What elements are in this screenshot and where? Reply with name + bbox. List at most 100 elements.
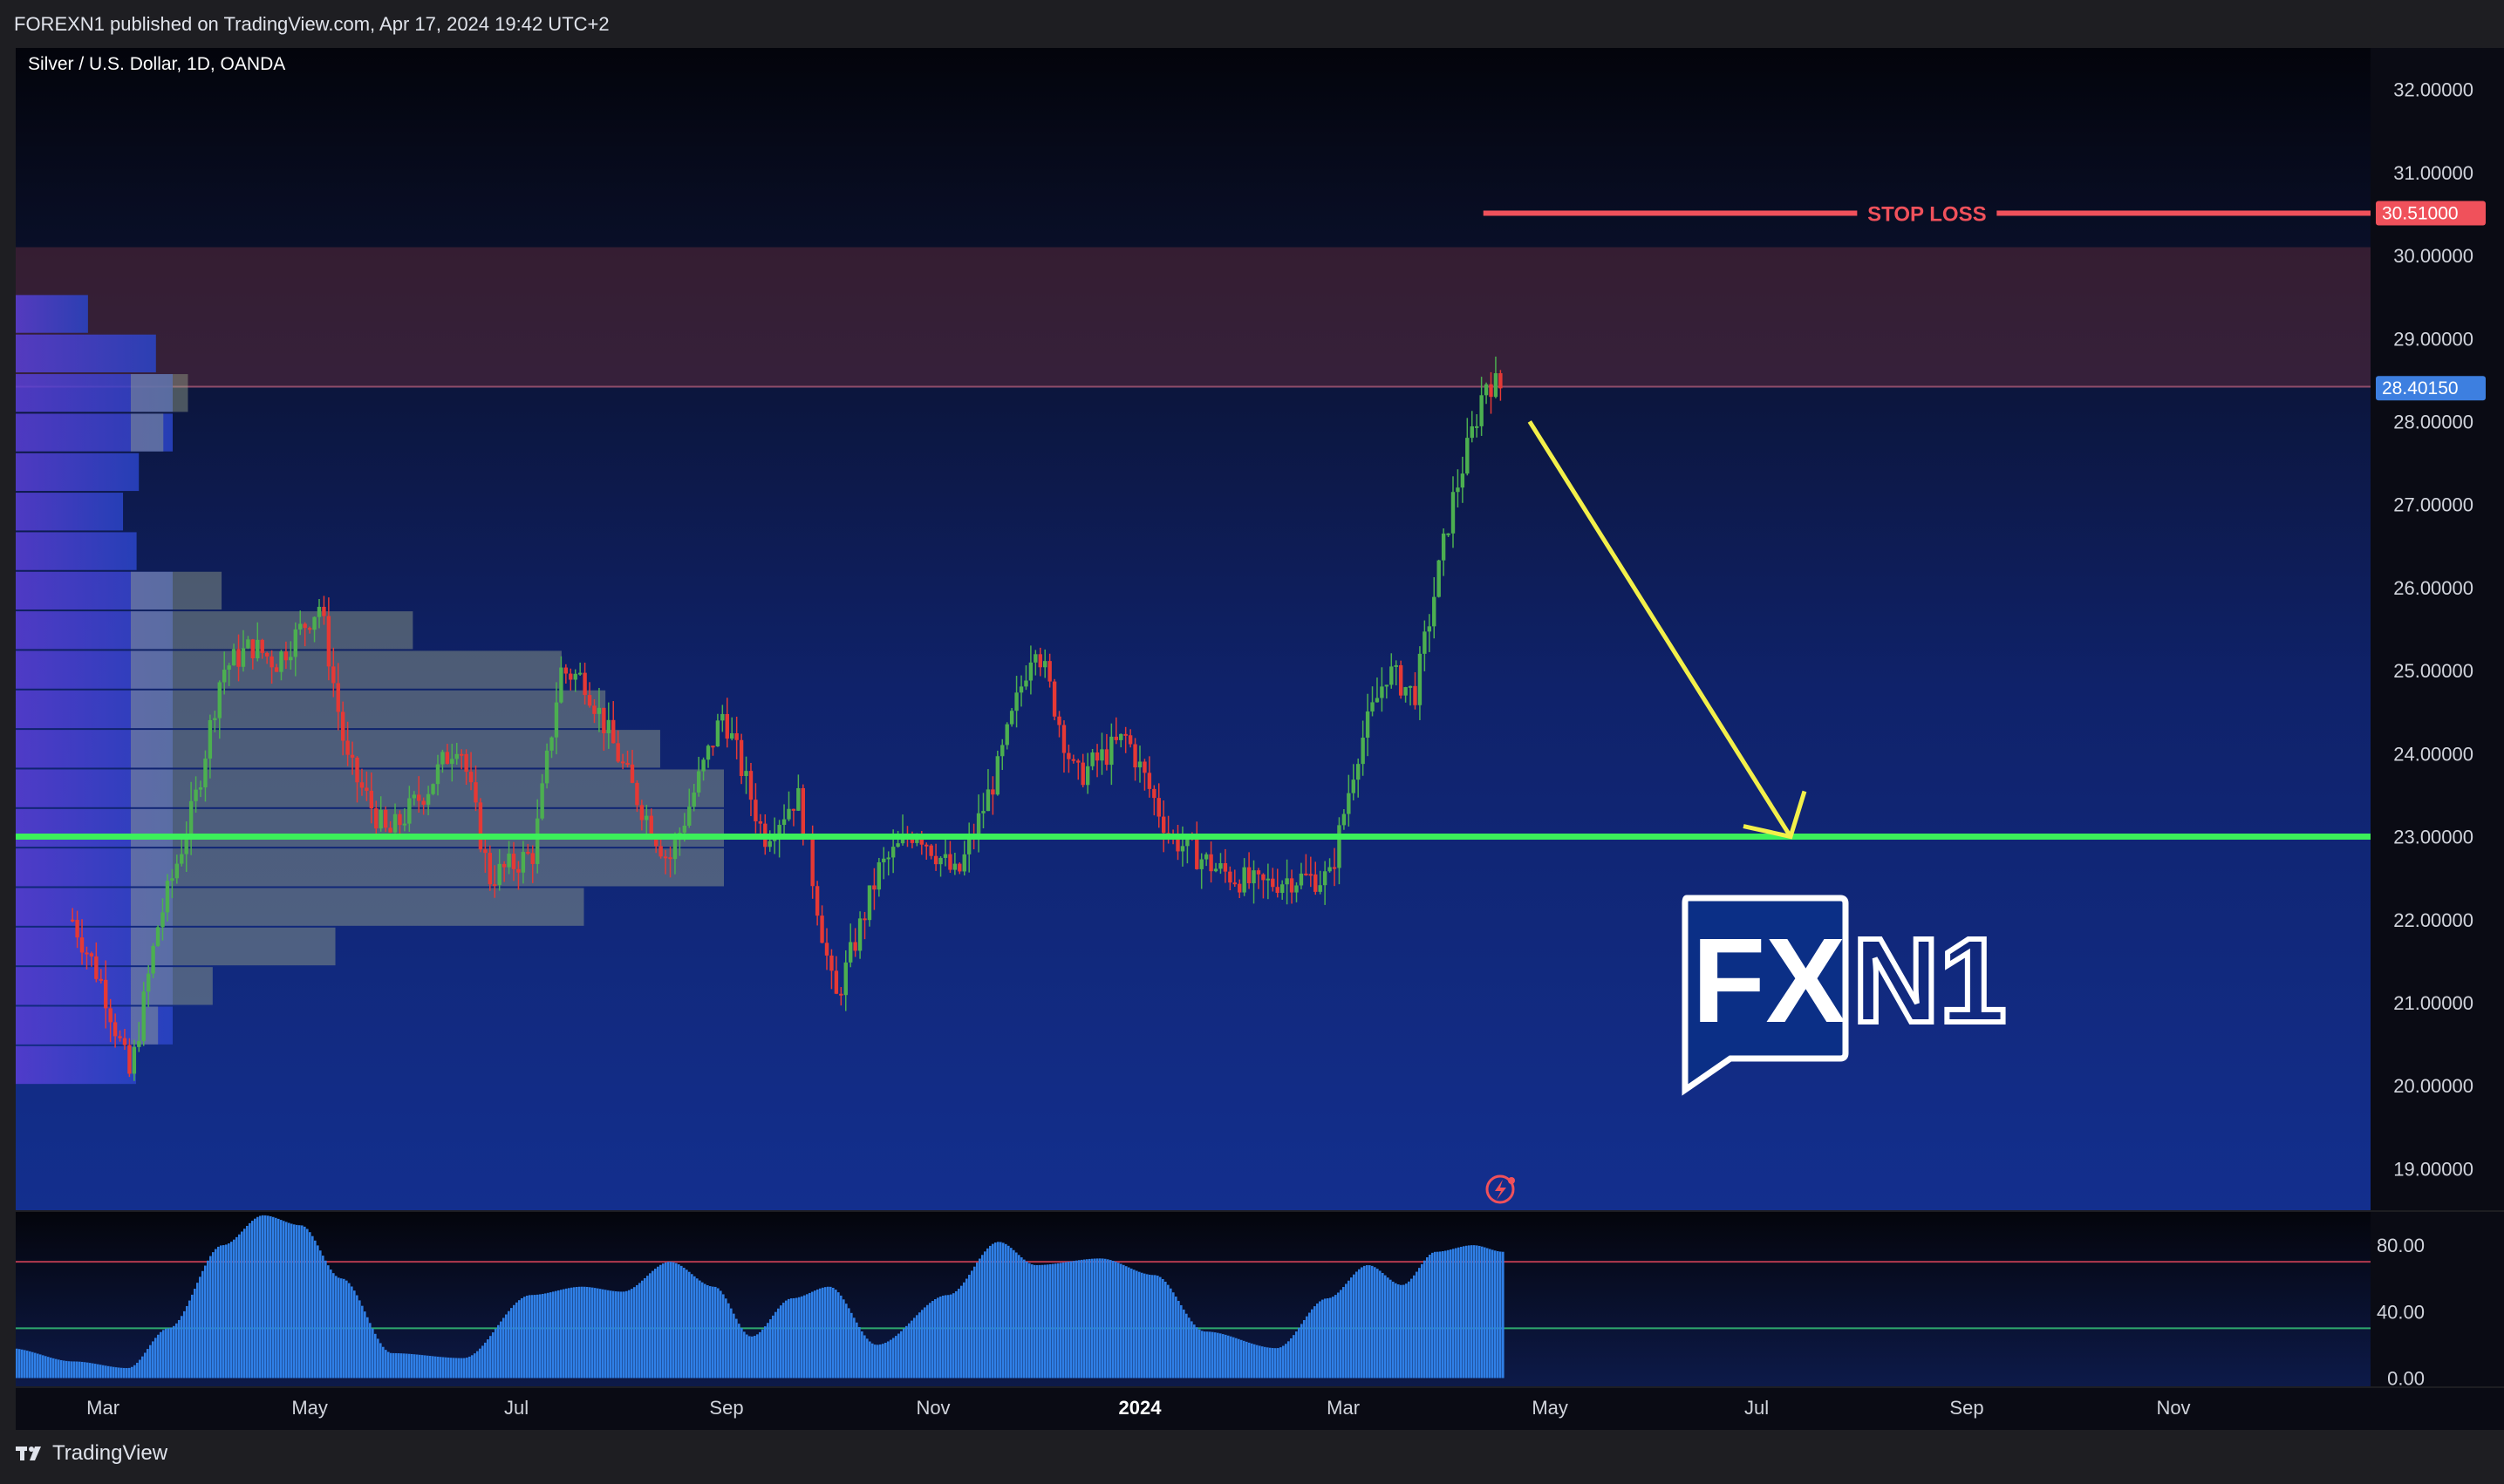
candle-body bbox=[658, 846, 663, 857]
lightning-icon[interactable] bbox=[1485, 1174, 1515, 1204]
oscillator-bar bbox=[586, 1286, 589, 1378]
candle-body bbox=[1067, 752, 1071, 759]
projection-arrow[interactable] bbox=[1527, 420, 1793, 838]
oscillator-bar bbox=[1361, 1267, 1363, 1378]
oscillator-bar bbox=[992, 1243, 994, 1378]
candle-body bbox=[1090, 752, 1095, 766]
oscillator-bar bbox=[21, 1349, 24, 1378]
candle-body bbox=[1351, 779, 1355, 793]
price-tick-label: 30.00000 bbox=[2393, 245, 2473, 267]
candle-body bbox=[625, 763, 630, 766]
candle-body bbox=[307, 628, 312, 630]
oscillator-bar bbox=[858, 1327, 861, 1378]
oscillator-bar bbox=[1251, 1343, 1253, 1378]
oscillator-bar bbox=[392, 1352, 395, 1378]
oscillator-axis-background bbox=[2371, 1212, 2504, 1386]
oscillator-bar bbox=[623, 1291, 625, 1378]
candle-body bbox=[298, 623, 303, 630]
candle-body bbox=[620, 761, 625, 764]
oscillator-bar bbox=[18, 1349, 21, 1378]
candle-body bbox=[1441, 533, 1446, 561]
oscillator-bar bbox=[463, 1358, 466, 1378]
candle-body bbox=[213, 718, 217, 720]
oscillator-bar bbox=[1149, 1274, 1151, 1378]
oscillator-bar bbox=[1256, 1344, 1259, 1378]
oscillator-bar bbox=[814, 1290, 816, 1378]
oscillator-bar bbox=[301, 1225, 304, 1378]
candle-body bbox=[1279, 884, 1285, 894]
volume-profile-bar bbox=[16, 453, 140, 492]
tradingview-logo[interactable]: TradingView bbox=[16, 1441, 167, 1466]
fxn1-watermark: FX N1 bbox=[1682, 895, 2009, 1096]
oscillator-bar bbox=[188, 1300, 191, 1378]
oscillator-bar bbox=[361, 1305, 364, 1378]
oscillator-bar bbox=[495, 1328, 497, 1378]
oscillator-bar bbox=[1088, 1258, 1091, 1378]
oscillator-bar bbox=[157, 1334, 160, 1378]
candle-body bbox=[312, 616, 317, 630]
oscillator-bar bbox=[803, 1295, 806, 1378]
oscillator-bar bbox=[264, 1215, 267, 1378]
oscillator-bar bbox=[243, 1229, 246, 1378]
oscillator-bar bbox=[209, 1256, 212, 1378]
oscillator-bar bbox=[254, 1218, 256, 1378]
oscillator-bar bbox=[432, 1356, 434, 1378]
oscillator-bar bbox=[306, 1229, 309, 1378]
candle-body bbox=[165, 881, 170, 913]
oscillator-bar bbox=[434, 1356, 437, 1378]
oscillator-tick-label: 80.00 bbox=[2377, 1235, 2425, 1256]
oscillator-bar bbox=[963, 1282, 965, 1378]
oscillator-bar bbox=[1387, 1277, 1389, 1378]
oscillator-bar bbox=[691, 1274, 693, 1378]
candle-body bbox=[459, 753, 464, 756]
time-axis-background bbox=[16, 1388, 2504, 1430]
oscillator-bar bbox=[1217, 1332, 1219, 1378]
oscillator-bar bbox=[309, 1232, 311, 1378]
oscillator-bar bbox=[1486, 1248, 1489, 1378]
oscillator-bar bbox=[322, 1256, 324, 1378]
volume-profile-bar bbox=[16, 848, 173, 887]
oscillator-bar bbox=[693, 1276, 696, 1378]
candle-body bbox=[1408, 685, 1413, 688]
oscillator-bar bbox=[68, 1361, 71, 1378]
oscillator-bar bbox=[400, 1353, 403, 1378]
oscillator-bar bbox=[1020, 1257, 1023, 1378]
candle-body bbox=[488, 853, 493, 885]
candle-body bbox=[146, 973, 151, 992]
oscillator-bar bbox=[1091, 1258, 1094, 1378]
oscillator-bar bbox=[523, 1297, 526, 1378]
oscillator-bar bbox=[1177, 1300, 1180, 1378]
candle-body bbox=[127, 1045, 132, 1074]
candle-body bbox=[540, 783, 544, 819]
oscillator-bar bbox=[672, 1262, 675, 1378]
oscillator-bar bbox=[1094, 1258, 1096, 1378]
oscillator-bar bbox=[1298, 1327, 1300, 1378]
oscillator-bar bbox=[835, 1290, 837, 1378]
oscillator-bar bbox=[1248, 1342, 1251, 1378]
oscillator-bar bbox=[884, 1342, 887, 1378]
volume-profile-value-area bbox=[131, 413, 164, 452]
publish-header: FOREXN1 published on TradingView.com, Ap… bbox=[0, 0, 2504, 48]
candle-body bbox=[1252, 870, 1256, 884]
oscillator-bar bbox=[1272, 1348, 1274, 1378]
oscillator-bar bbox=[612, 1290, 615, 1378]
oscillator-bar bbox=[382, 1346, 385, 1378]
oscillator-bar bbox=[411, 1353, 413, 1378]
candle-body bbox=[569, 673, 573, 680]
oscillator-bar bbox=[149, 1344, 152, 1378]
candle-body bbox=[1313, 874, 1318, 892]
oscillator-bar bbox=[1350, 1277, 1353, 1378]
oscillator-bar bbox=[570, 1287, 573, 1378]
candle-body bbox=[516, 868, 521, 873]
oscillator-bar bbox=[552, 1291, 555, 1378]
oscillator-bar bbox=[628, 1290, 631, 1378]
fx-speech-bubble bbox=[1682, 895, 1849, 1096]
candle-body bbox=[1238, 883, 1242, 893]
oscillator-bar bbox=[534, 1295, 536, 1378]
oscillator-bar bbox=[183, 1310, 186, 1378]
candle-body bbox=[421, 800, 426, 805]
oscillator-bar bbox=[1478, 1245, 1481, 1378]
candle-body bbox=[715, 720, 720, 747]
volume-profile-bar bbox=[16, 1006, 173, 1045]
